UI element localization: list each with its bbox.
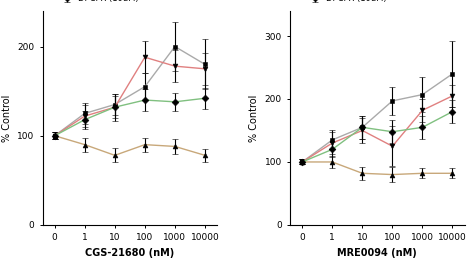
X-axis label: MRE0094 (nM): MRE0094 (nM) (337, 248, 417, 258)
Y-axis label: % Control: % Control (249, 94, 259, 141)
X-axis label: CGS-21680 (nM): CGS-21680 (nM) (85, 248, 174, 258)
Legend: MRE0094, ZM241385 (10uM), Enprofylline (10uM), DPCPX (10uM): MRE0094, ZM241385 (10uM), Enprofylline (… (304, 0, 411, 7)
Y-axis label: % Control: % Control (1, 94, 11, 141)
Legend: CGS21680, ZM241385 (10uM), Enprofylline (10uM), DPCPX (10uM): CGS21680, ZM241385 (10uM), Enprofylline … (56, 0, 164, 7)
